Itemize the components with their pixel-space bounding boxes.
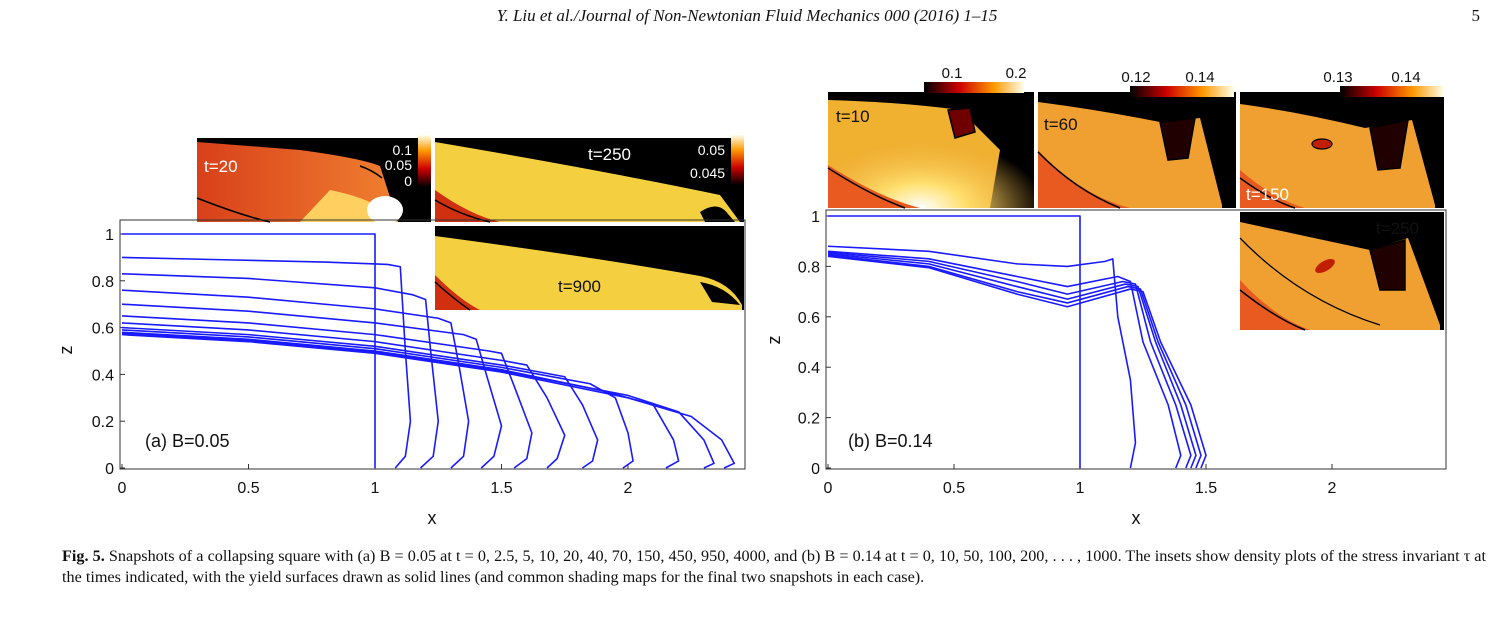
inset-b-t150-label: t=150 (1246, 185, 1289, 204)
axes-a-ylabel: z (56, 346, 76, 355)
y-tick-label: 0.2 (92, 414, 114, 431)
profile-curve-0 (828, 215, 1081, 468)
x-tick-label: 1.5 (1195, 480, 1217, 497)
axes-a: 0 0.5 1 1.5 2 0 0.2 0.4 0.6 0.8 1 (a) B=0.05 x z (56, 219, 746, 528)
profile-curve-2 (827, 250, 1182, 469)
x-tick-label: 2 (624, 480, 633, 497)
colorbar-tick: 0.1 (393, 142, 413, 158)
x-tick-label: 2 (1328, 480, 1337, 497)
profile-curve-1 (827, 245, 1137, 469)
colorbar-tick: 0.045 (690, 165, 725, 181)
y-tick-label: 0.8 (798, 259, 820, 276)
inset-a-t250: t=250 0.05 0.045 (434, 135, 744, 223)
y-tick-label: 0.4 (92, 367, 114, 384)
axes-a-ticks: 0 0.5 1 1.5 2 0 0.2 0.4 0.6 0.8 1 (92, 227, 633, 497)
running-header: Y. Liu et al./Journal of Non-Newtonian F… (496, 6, 998, 25)
profile-curve-7 (121, 326, 599, 469)
profile-curve-1 (121, 256, 412, 469)
caption-label: Fig. 5. (62, 547, 105, 565)
inset-b-t10-label: t=10 (836, 107, 870, 126)
x-tick-label: 0.5 (943, 480, 965, 497)
colorbar-b-t10 (924, 82, 1024, 93)
inset-b-t250: t=250 (1239, 212, 1444, 331)
inset-a-t900-label: t=900 (558, 277, 601, 296)
colorbar-tick: 0.1 (942, 65, 963, 82)
colorbar-a-t20 (418, 135, 431, 187)
x-tick-label: 1 (371, 480, 380, 497)
y-tick-label: 1 (811, 209, 820, 226)
inset-a-t900: t=900 (434, 226, 744, 311)
profile-curve-2 (121, 272, 440, 469)
axes-b-xlabel: x (1132, 508, 1141, 528)
x-tick-label: 0 (824, 480, 833, 497)
colorbar-tick: 0.13 (1323, 69, 1352, 86)
colorbar-tick: 0.2 (1006, 65, 1027, 82)
inset-a-t20: t=20 0.1 0.05 0 (196, 135, 431, 224)
y-tick-label: 0.4 (798, 360, 820, 377)
profile-curve-6 (121, 322, 566, 469)
colorbar-tick: 0.12 (1121, 69, 1150, 86)
axes-a-xlabel: x (428, 508, 437, 528)
colorbar-tick: 0.14 (1391, 69, 1420, 86)
profile-curve-10 (121, 332, 715, 469)
inset-b-t150: t=150 0.13 0.14 (1239, 69, 1444, 209)
profile-curve-4 (121, 303, 503, 469)
profile-curve-6 (827, 255, 1207, 469)
y-tick-label: 0.2 (798, 411, 820, 428)
axes-b-frame (825, 209, 1447, 470)
profile-curve-3 (827, 251, 1192, 469)
x-tick-label: 0.5 (237, 480, 259, 497)
inset-a-t250-label: t=250 (588, 145, 631, 164)
axes-b-ticks: 0 0.5 1 1.5 2 0 0.2 0.4 0.6 0.8 1 (798, 209, 1337, 497)
profile-curve-0 (122, 233, 376, 468)
colorbar-b-t60 (1130, 86, 1234, 97)
inset-a-t20-label: t=20 (204, 157, 238, 176)
panel-a-label: (a) B=0.05 (145, 431, 230, 451)
figure-caption: Fig. 5. Snapshots of a collapsing square… (62, 546, 1486, 588)
profile-curve-11 (121, 333, 736, 469)
profile-curve-4 (827, 253, 1197, 469)
x-tick-label: 1.5 (490, 480, 512, 497)
x-tick-label: 1 (1076, 480, 1085, 497)
profile-curve-8 (121, 329, 634, 469)
inset-b-t250-label: t=250 (1376, 219, 1419, 238)
profile-curve-5 (827, 254, 1202, 469)
colorbar-tick: 0 (404, 173, 412, 189)
y-tick-label: 0.6 (798, 310, 820, 327)
y-tick-label: 0.6 (92, 321, 114, 338)
y-tick-label: 0.8 (92, 274, 114, 291)
inset-b-t10: t=10 0.1 0.2 (827, 65, 1034, 209)
colorbar-tick: 0.14 (1185, 69, 1214, 86)
axes-b: 0 0.5 1 1.5 2 0 0.2 0.4 0.6 0.8 1 (b) B=0.14 x z (764, 209, 1447, 528)
y-tick-label: 0 (105, 461, 114, 478)
axes-b-ylabel: z (764, 336, 784, 345)
colorbar-tick: 0.05 (385, 157, 412, 173)
inset-b-t60-label: t=60 (1044, 115, 1078, 134)
colorbar-tick: 0.05 (698, 142, 725, 158)
colorbar-a-t250 (731, 135, 744, 185)
inset-b-t60: t=60 0.12 0.14 (1037, 69, 1236, 209)
caption-text: Snapshots of a collapsing square with (a… (62, 547, 1486, 586)
axes-a-frame (119, 219, 746, 470)
x-tick-label: 0 (118, 480, 127, 497)
profile-curve-5 (121, 315, 533, 469)
axes-a-curves (121, 233, 736, 469)
y-tick-label: 1 (105, 227, 114, 244)
colorbar-b-t150 (1340, 86, 1444, 97)
y-tick-label: 0 (811, 461, 820, 478)
page-number: 5 (1471, 6, 1481, 25)
profile-curve-3 (121, 289, 470, 469)
axes-b-curves (827, 215, 1207, 469)
panel-b-label: (b) B=0.14 (848, 431, 933, 451)
